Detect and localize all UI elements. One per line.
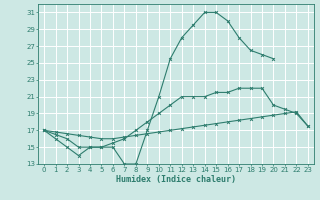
X-axis label: Humidex (Indice chaleur): Humidex (Indice chaleur) — [116, 175, 236, 184]
